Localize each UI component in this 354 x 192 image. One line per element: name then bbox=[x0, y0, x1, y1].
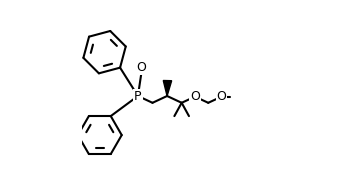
Text: O: O bbox=[136, 60, 146, 74]
Text: O: O bbox=[217, 90, 227, 103]
Text: P: P bbox=[134, 89, 142, 103]
Text: O: O bbox=[190, 90, 200, 103]
Polygon shape bbox=[163, 80, 172, 96]
